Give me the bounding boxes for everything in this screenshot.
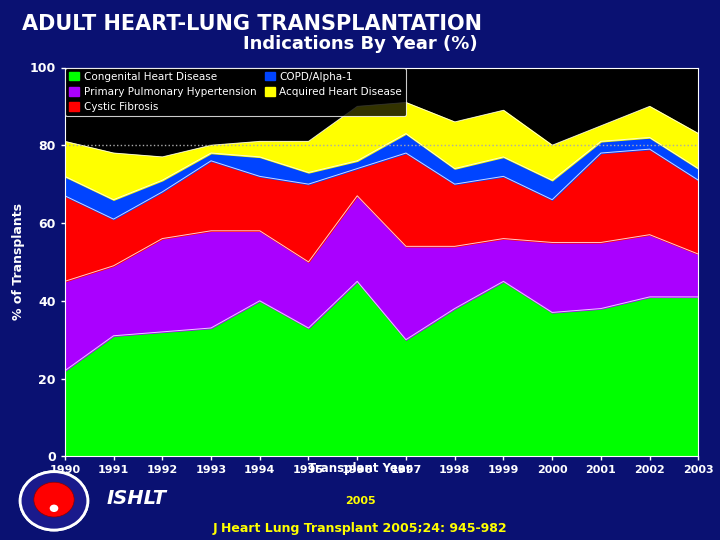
Text: ISHLT: ISHLT — [107, 489, 167, 509]
Text: ADULT HEART-LUNG TRANSPLANTATION: ADULT HEART-LUNG TRANSPLANTATION — [22, 14, 482, 33]
Circle shape — [34, 482, 74, 517]
Text: 2005: 2005 — [345, 496, 375, 506]
Circle shape — [50, 504, 58, 512]
Text: J Heart Lung Transplant 2005;24: 945-982: J Heart Lung Transplant 2005;24: 945-982 — [212, 522, 508, 535]
Y-axis label: % of Transplants: % of Transplants — [12, 204, 25, 320]
Legend: Congenital Heart Disease, Primary Pulmonary Hypertension, Cystic Fibrosis, COPD/: Congenital Heart Disease, Primary Pulmon… — [65, 68, 406, 116]
Text: Indications By Year (%): Indications By Year (%) — [243, 35, 477, 53]
Text: Transplant Year: Transplant Year — [308, 462, 412, 475]
Circle shape — [20, 471, 88, 530]
